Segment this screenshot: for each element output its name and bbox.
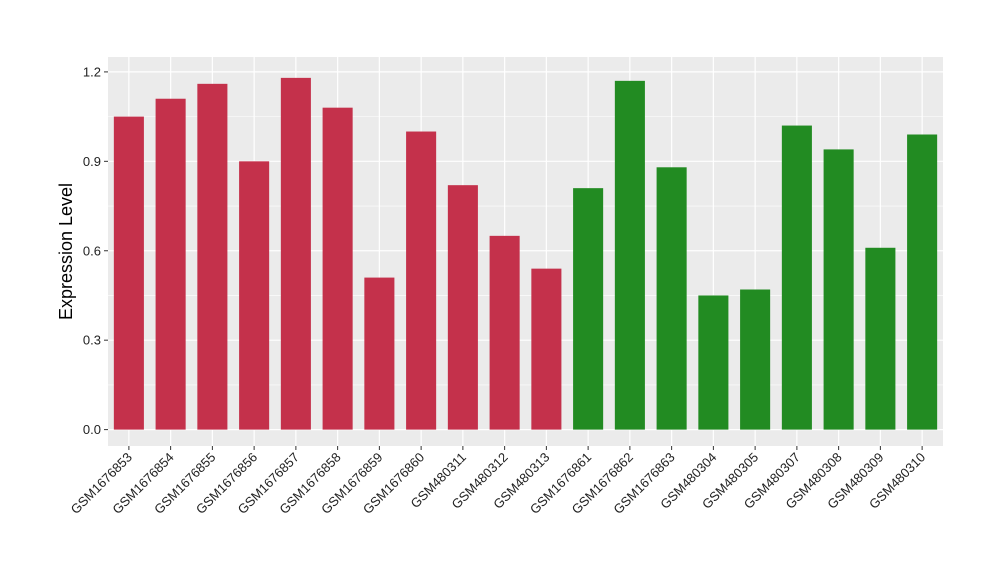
bar-gsm1676856	[239, 161, 270, 430]
y-tick-label: 0.6	[83, 243, 101, 258]
y-tick-label: 0.9	[83, 154, 101, 169]
y-axis: 0.0 0.3 0.6 0.9 1.2	[83, 64, 108, 437]
bar-gsm480313	[531, 268, 562, 430]
bar-gsm480311	[447, 185, 478, 430]
x-axis: GSM1676853GSM1676854GSM1676855GSM1676856…	[68, 446, 928, 517]
y-tick-label: 1.2	[83, 64, 101, 79]
bar-gsm480310	[907, 134, 938, 430]
bar-gsm1676860	[406, 131, 437, 430]
bar-gsm1676857	[280, 77, 311, 430]
plot-panel-background	[108, 57, 943, 446]
bar-gsm1676861	[573, 188, 604, 430]
bar-gsm480305	[740, 289, 771, 430]
bar-gsm1676862	[614, 80, 645, 430]
y-axis-title: Expression Level	[56, 183, 76, 320]
bar-gsm1676859	[364, 277, 395, 430]
bar-gsm480312	[489, 235, 520, 430]
y-tick-label: 0.0	[83, 422, 101, 437]
bar-gsm1676863	[656, 167, 687, 430]
bar-gsm480307	[781, 125, 812, 430]
bar-gsm1676854	[155, 98, 186, 430]
bar-gsm480308	[823, 149, 854, 430]
bar-gsm1676853	[113, 116, 144, 430]
bars-group	[113, 77, 938, 430]
bar-gsm1676855	[197, 83, 228, 430]
y-tick-label: 0.3	[83, 333, 101, 348]
bar-gsm480304	[698, 295, 729, 430]
bar-gsm1676858	[322, 107, 353, 430]
bar-gsm480309	[865, 247, 896, 430]
